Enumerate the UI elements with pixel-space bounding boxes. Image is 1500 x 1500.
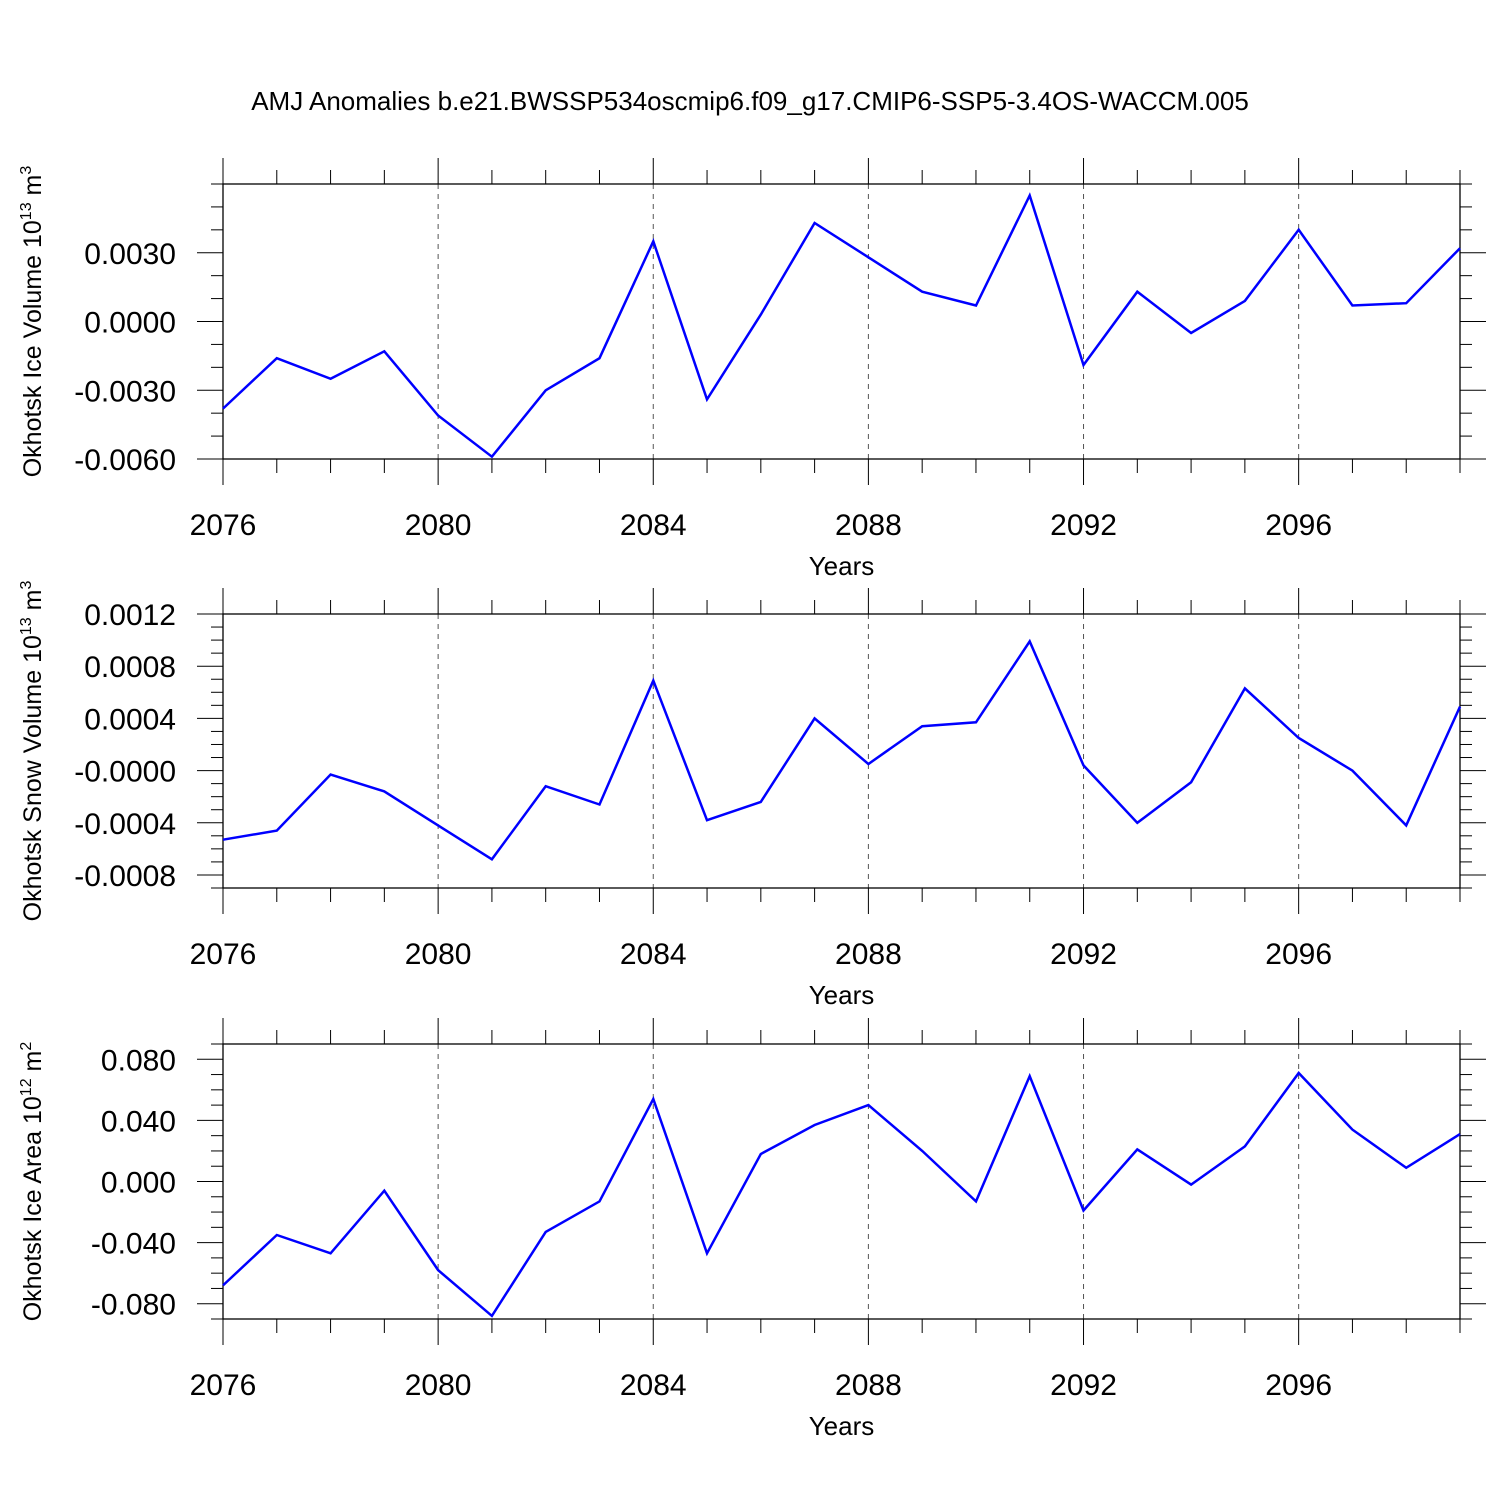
x-tick-label: 2096 [1265, 1369, 1332, 1402]
y-tick-label: 0.040 [101, 1105, 176, 1138]
y-tick-label: -0.0008 [74, 860, 176, 893]
y-tick-label: -0.0030 [74, 375, 176, 408]
y-axis-title: Okhotsk Ice Volume 1013 m3 [18, 166, 47, 478]
y-tick-label: 0.0030 [84, 238, 176, 271]
y-tick-label: 0.080 [101, 1044, 176, 1077]
x-tick-label: 2076 [190, 938, 257, 971]
plot-frame [222, 613, 1461, 889]
x-axis-title: Years [809, 1411, 875, 1441]
y-tick-label: -0.080 [91, 1289, 176, 1322]
y-tick-label: 0.0008 [84, 651, 176, 684]
x-axis-title: Years [809, 551, 875, 581]
x-tick-label: 2084 [620, 1369, 687, 1402]
x-tick-label: 2084 [620, 938, 687, 971]
x-tick-label: 2092 [1050, 938, 1117, 971]
x-tick-label: 2096 [1265, 509, 1332, 542]
x-tick-label: 2084 [620, 509, 687, 542]
panels: -0.0060 -0.0030 0.0000 0.0030 2076 2080 2084 20… [18, 158, 1486, 1441]
series-line-ice-volume [222, 192, 1461, 459]
chart-panel-snow-volume: -0.0008 -0.0004 -0.0000 0.0004 0.0008 0.0012 2… [18, 581, 1486, 1010]
y-tick-label: -0.0000 [74, 756, 176, 789]
series-line-ice-area [222, 1071, 1461, 1318]
y-axis-title: Okhotsk Ice Area 1012 m2 [18, 1042, 47, 1322]
x-tick-label: 2088 [835, 1369, 902, 1402]
x-tick-label: 2080 [405, 509, 472, 542]
y-tick-label: 0.0004 [84, 703, 176, 736]
x-tick-label: 2076 [190, 1369, 257, 1402]
x-tick-label: 2076 [190, 509, 257, 542]
y-tick-label: 0.000 [101, 1167, 176, 1200]
x-tick-label: 2096 [1265, 938, 1332, 971]
x-tick-label: 2092 [1050, 509, 1117, 542]
chart-panel-ice-volume: -0.0060 -0.0030 0.0000 0.0030 2076 2080 2084 20… [18, 158, 1486, 581]
y-tick-label: -0.0060 [74, 444, 176, 477]
x-tick-label: 2088 [835, 938, 902, 971]
y-tick-label: -0.0004 [74, 808, 176, 841]
x-tick-label: 2080 [405, 938, 472, 971]
plot-frame [222, 183, 1461, 460]
chart-panel-ice-area: -0.080 -0.040 0.000 0.040 0.080 2076 2080 2084 2… [18, 1018, 1486, 1441]
series-line-snow-volume [222, 638, 1462, 861]
y-tick-label: 0.0012 [84, 599, 176, 632]
y-tick-label: -0.040 [91, 1228, 176, 1261]
x-tick-label: 2092 [1050, 1369, 1117, 1402]
y-axis-title: Okhotsk Snow Volume 1013 m3 [18, 581, 47, 922]
figure-title: AMJ Anomalies b.e21.BWSSP534oscmip6.f09_… [251, 86, 1249, 116]
x-tick-label: 2088 [835, 509, 902, 542]
plot-frame [222, 1043, 1461, 1320]
x-tick-label: 2080 [405, 1369, 472, 1402]
y-tick-label: 0.0000 [84, 307, 176, 340]
x-axis-title: Years [809, 980, 875, 1010]
